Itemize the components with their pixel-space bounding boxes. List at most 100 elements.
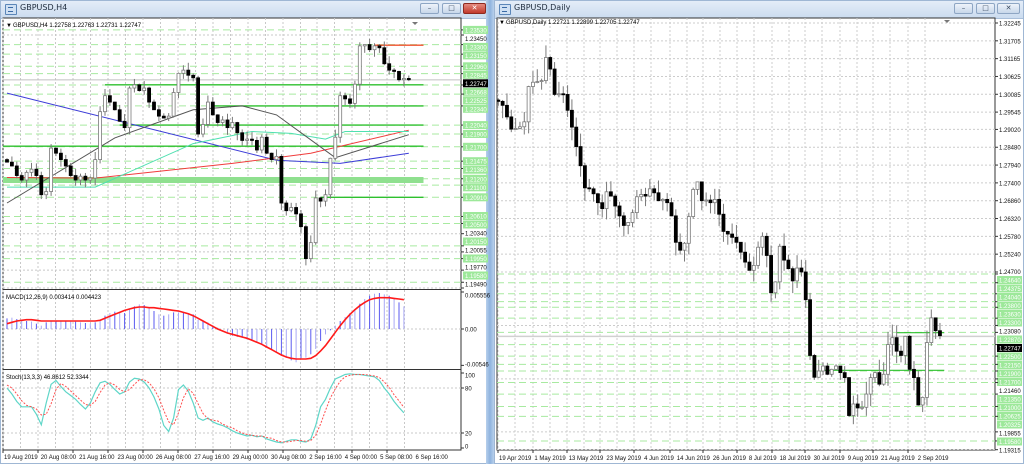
current-price-label: 1.22747 [465,82,487,88]
candle-body-bull [903,335,908,356]
candle [382,41,387,66]
price-label-tag [997,352,1022,361]
price-label-tag [463,174,488,183]
candle-body-bear [899,350,903,356]
candle [279,154,284,210]
candle [747,253,752,271]
candle [686,212,691,255]
candle [215,114,220,127]
candle-body-bear [717,198,722,215]
candle-body-bull [220,119,225,123]
price-label: 1.21700 [999,381,1021,387]
candle-body-bear [591,188,596,195]
time-label: 6 Sep 16:00 [416,455,449,461]
price-label-tag [463,165,488,174]
candle [829,368,834,377]
candle-body-bull [357,45,362,85]
stoch-scale-label: 0 [465,445,469,451]
candle-body-bear [699,181,704,202]
price-label-tag [997,361,1022,369]
candle-body-bear [343,95,348,100]
candle-body-bull [860,406,864,409]
candle-body-bull [890,337,895,345]
candle [682,241,687,262]
candle [108,89,112,106]
candle-body-bear [406,78,411,81]
candle [513,117,518,130]
close-button[interactable]: ✕ [997,3,1020,14]
window-splitter[interactable] [486,0,494,464]
candle-body-bull [829,368,834,375]
candle [313,190,318,245]
candle [392,68,397,79]
candle [240,129,245,146]
price-label-tag [997,301,1022,310]
stoch-scale-label: 80 [465,387,472,393]
candle [49,144,53,196]
candle [799,259,804,277]
candle-body-bear [505,104,509,118]
candle [401,74,406,87]
maximize-button[interactable]: □ [442,3,461,14]
candle [161,113,166,119]
price-label-tag [997,437,1022,446]
candle-body-bull [751,264,756,271]
candle-body-bear [613,195,618,207]
minimize-button[interactable]: – [420,3,439,14]
time-label: 29 Aug 00:00 [233,455,269,461]
candle-body-bull [78,175,83,181]
maximize-button[interactable]: □ [976,3,995,14]
candle [362,44,367,53]
daily-chart-canvas[interactable]: 1.32245 1.31705 1.31165 1.30625 1.30085 1.295… [494,0,1024,464]
stoch-main-line [6,373,405,444]
time-label: 18 Jul 2019 [780,456,812,462]
candle-body-bull [372,45,377,51]
candle [284,200,289,216]
candle-body-bull [205,101,210,125]
candle-body-bull [88,177,93,181]
candle [59,148,63,167]
candle [323,189,328,207]
price-label: 1.26860 [999,199,1021,205]
current-price-label: 1.22747 [999,347,1021,353]
candle [570,99,574,141]
time-label: 21 Aug 2019 [881,456,915,462]
candle [274,149,279,165]
candle [299,209,303,234]
candle [343,92,348,105]
close-button[interactable]: ✕ [463,3,486,14]
candle-body-bear [912,368,916,378]
candle [505,93,509,120]
h4-chart-canvas[interactable]: 1.23530 1.23450 1.23300 1.23150 1.22960 1.228… [0,0,490,464]
candle-body-bear [5,159,9,163]
daily-plot-frame [496,17,996,451]
candle [308,235,313,263]
candle [196,75,201,138]
candle [406,75,411,82]
candle [647,179,652,198]
price-label: 1.22845 [465,73,487,79]
candle-body-bear [137,84,142,91]
candle [591,186,596,202]
chart-shift-marker-icon [412,22,418,25]
minimize-button[interactable]: – [954,3,973,14]
candle-body-bull [352,83,357,104]
candle-body-bear [565,94,570,111]
candle [825,362,830,376]
candle-body-bear [161,115,166,119]
candle [34,163,39,180]
candle-body-bull [513,128,518,130]
candle [201,118,205,138]
candle-body-bear [652,188,657,194]
candle [600,194,605,218]
daily-price-axis: 1.32245 1.31705 1.31165 1.30625 1.30085 1.295… [995,22,1022,455]
stoch-signal-line [6,374,405,443]
candle [764,232,769,268]
candle-body-bear [318,197,323,202]
candle [68,162,73,178]
candle-body-bear [808,299,812,356]
candle-body-bear [240,132,245,141]
candle [522,111,527,135]
candle-body-bear [587,187,592,190]
candle-body-bear [63,159,68,167]
